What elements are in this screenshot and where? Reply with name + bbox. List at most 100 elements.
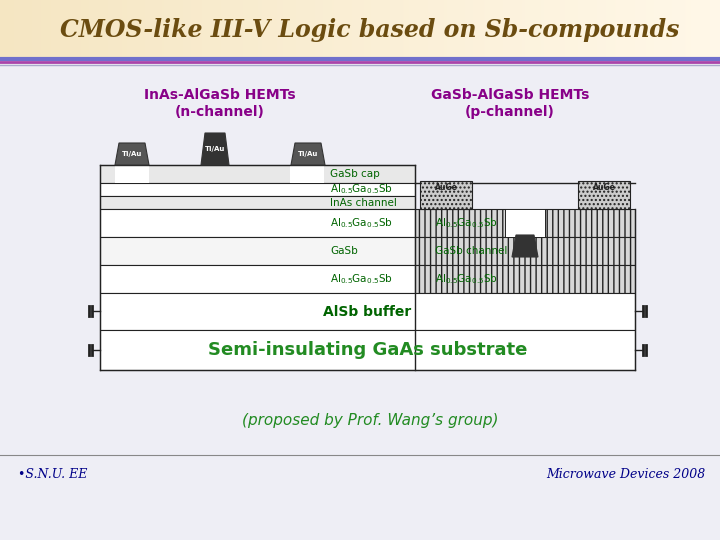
Bar: [362, 0, 363, 58]
Bar: [405, 0, 406, 58]
Bar: [118, 0, 119, 58]
Bar: [169, 0, 170, 58]
Bar: [31, 0, 32, 58]
Bar: [378, 0, 379, 58]
Bar: [649, 0, 650, 58]
Bar: [590, 0, 591, 58]
Bar: [448, 0, 449, 58]
Bar: [311, 0, 312, 58]
Bar: [518, 0, 519, 58]
Bar: [694, 0, 695, 58]
Bar: [149, 0, 150, 58]
Bar: [479, 0, 480, 58]
Bar: [51, 0, 52, 58]
Bar: [170, 0, 171, 58]
Bar: [606, 0, 607, 58]
Bar: [173, 0, 174, 58]
Bar: [446, 0, 447, 58]
Bar: [259, 0, 260, 58]
Bar: [28, 0, 29, 58]
Bar: [559, 0, 560, 58]
Bar: [143, 0, 144, 58]
Bar: [603, 0, 604, 58]
Bar: [625, 0, 626, 58]
Bar: [320, 0, 321, 58]
Bar: [229, 0, 230, 58]
Bar: [339, 0, 340, 58]
Bar: [408, 0, 409, 58]
Bar: [71, 0, 72, 58]
Bar: [288, 0, 289, 58]
Bar: [223, 0, 224, 58]
Bar: [132, 0, 133, 58]
Bar: [24, 0, 25, 58]
Bar: [640, 0, 641, 58]
Bar: [100, 209, 415, 237]
Bar: [93, 0, 94, 58]
Bar: [717, 0, 718, 58]
Bar: [162, 0, 163, 58]
Bar: [587, 0, 588, 58]
Bar: [46, 0, 47, 58]
Bar: [215, 0, 216, 58]
Bar: [321, 0, 322, 58]
Bar: [714, 0, 715, 58]
Bar: [276, 0, 277, 58]
Bar: [300, 0, 301, 58]
Bar: [641, 0, 642, 58]
Bar: [338, 0, 339, 58]
Bar: [469, 0, 470, 58]
Bar: [702, 0, 703, 58]
Bar: [620, 0, 621, 58]
Bar: [577, 0, 578, 58]
Bar: [35, 0, 36, 58]
Bar: [680, 0, 681, 58]
Bar: [387, 0, 388, 58]
Text: (proposed by Prof. Wang’s group): (proposed by Prof. Wang’s group): [242, 413, 498, 428]
Bar: [453, 0, 454, 58]
Bar: [642, 0, 643, 58]
Bar: [235, 0, 236, 58]
Bar: [292, 0, 293, 58]
Bar: [234, 0, 235, 58]
Bar: [226, 0, 227, 58]
Bar: [472, 0, 473, 58]
Text: AuGe: AuGe: [593, 184, 616, 192]
Bar: [542, 0, 543, 58]
Bar: [26, 0, 27, 58]
Bar: [210, 0, 211, 58]
Bar: [386, 0, 387, 58]
Text: •S.N.U. EE: •S.N.U. EE: [18, 469, 87, 482]
Bar: [685, 0, 686, 58]
Text: Al$_{0.5}$Ga$_{0.5}$Sb: Al$_{0.5}$Ga$_{0.5}$Sb: [435, 216, 498, 230]
Bar: [383, 0, 384, 58]
Bar: [395, 0, 396, 58]
Bar: [283, 0, 284, 58]
Bar: [360, 0, 361, 58]
Bar: [265, 0, 266, 58]
Bar: [202, 0, 203, 58]
Bar: [285, 0, 286, 58]
Bar: [157, 0, 158, 58]
Bar: [662, 0, 663, 58]
Bar: [125, 0, 126, 58]
Bar: [480, 0, 481, 58]
Bar: [224, 0, 225, 58]
Bar: [565, 0, 566, 58]
Bar: [246, 0, 247, 58]
Bar: [305, 0, 306, 58]
Bar: [460, 0, 461, 58]
Bar: [567, 0, 568, 58]
Bar: [456, 0, 457, 58]
Bar: [657, 0, 658, 58]
Bar: [91, 0, 92, 58]
Bar: [23, 0, 24, 58]
Bar: [41, 0, 42, 58]
Bar: [65, 0, 66, 58]
Bar: [153, 0, 154, 58]
Bar: [390, 0, 391, 58]
Bar: [44, 0, 45, 58]
Bar: [10, 0, 11, 58]
Bar: [654, 0, 655, 58]
Bar: [647, 0, 648, 58]
